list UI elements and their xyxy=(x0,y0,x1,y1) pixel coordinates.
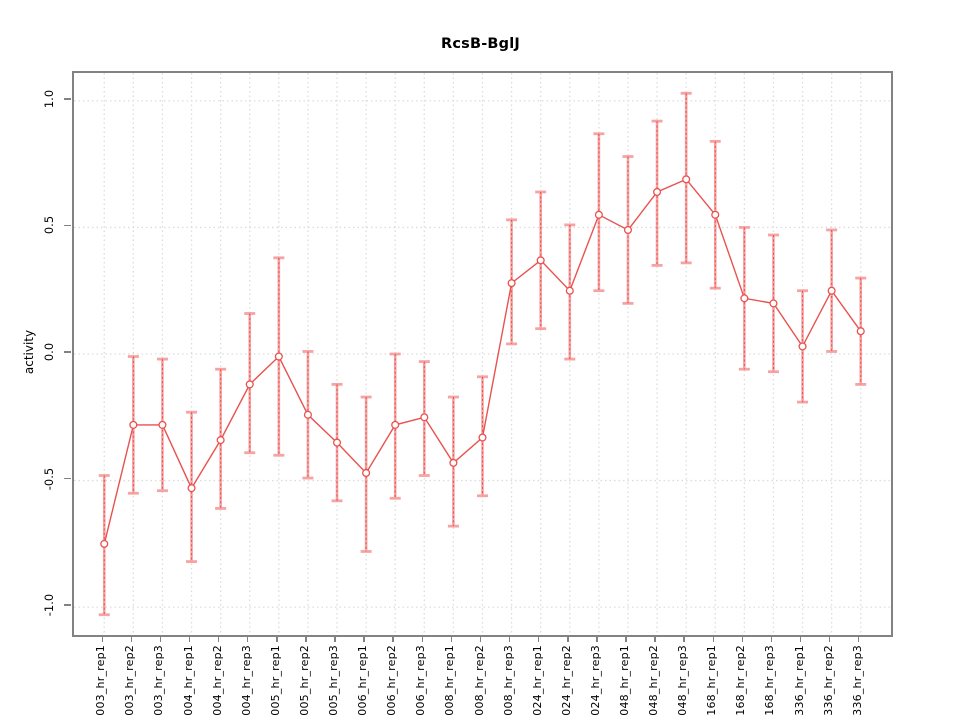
x-tick-mark xyxy=(770,635,773,642)
data-point xyxy=(158,420,167,429)
x-tick-mark xyxy=(654,635,656,642)
data-point xyxy=(711,210,720,219)
x-tick-mark xyxy=(625,635,627,642)
data-point xyxy=(769,299,778,308)
x-tick-mark xyxy=(537,635,540,642)
x-tick-label: 004_hr_rep1 xyxy=(181,645,195,716)
x-tick-label: 008_hr_rep1 xyxy=(443,645,457,716)
data-point xyxy=(391,420,400,429)
x-tick-mark xyxy=(799,635,802,642)
data-point xyxy=(536,256,545,265)
data-point xyxy=(245,380,254,389)
x-tick-label: 006_hr_rep1 xyxy=(356,645,370,716)
x-tick-label: 004_hr_rep2 xyxy=(210,645,224,716)
y-tick-mark xyxy=(64,224,71,227)
x-tick-mark xyxy=(741,635,744,642)
x-tick-mark xyxy=(857,635,860,642)
data-point xyxy=(682,175,691,184)
data-point xyxy=(740,294,749,303)
x-tick-mark xyxy=(596,635,598,642)
x-tick-mark xyxy=(421,635,424,642)
y-tick-mark xyxy=(64,604,71,606)
x-tick-label: 336_hr_rep3 xyxy=(850,645,864,716)
x-tick-mark xyxy=(101,635,103,642)
x-tick-label: 003_hr_rep3 xyxy=(152,645,166,716)
data-point xyxy=(565,286,574,295)
data-point xyxy=(100,539,109,548)
x-tick-mark xyxy=(392,635,394,642)
data-point xyxy=(653,187,662,197)
data-point xyxy=(507,279,516,288)
x-tick-mark xyxy=(508,635,511,642)
data-points xyxy=(100,175,865,548)
x-tick-mark xyxy=(479,635,482,642)
x-tick-mark xyxy=(159,635,162,642)
x-tick-mark xyxy=(567,635,569,642)
x-tick-label: 336_hr_rep1 xyxy=(792,645,806,716)
x-tick-label: 048_hr_rep2 xyxy=(647,645,661,716)
data-point xyxy=(129,420,138,429)
data-point xyxy=(827,286,836,295)
y-tick-label: 0.0 xyxy=(42,342,56,362)
data-point xyxy=(798,342,807,351)
y-tick-mark xyxy=(64,351,71,353)
gridlines xyxy=(74,73,891,635)
y-tick-label: -1.0 xyxy=(42,593,56,617)
x-tick-label: 004_hr_rep3 xyxy=(239,645,253,716)
x-tick-label: 048_hr_rep3 xyxy=(676,645,690,716)
data-point xyxy=(478,433,487,442)
y-tick-label: 0.5 xyxy=(42,216,56,235)
y-axis-title: activity xyxy=(22,329,36,375)
x-tick-label: 008_hr_rep3 xyxy=(501,645,515,716)
x-tick-mark xyxy=(188,635,191,642)
data-point xyxy=(449,458,458,467)
data-point xyxy=(623,225,633,235)
x-tick-mark xyxy=(305,635,307,642)
x-tick-mark xyxy=(276,635,278,642)
x-tick-label: 005_hr_rep3 xyxy=(327,645,341,716)
x-tick-mark xyxy=(450,635,453,642)
plot-area xyxy=(72,71,893,637)
y-tick-mark xyxy=(64,98,71,100)
x-tick-label: 024_hr_rep1 xyxy=(530,645,544,716)
data-point xyxy=(187,484,196,493)
x-tick-mark xyxy=(130,635,133,642)
chart-canvas xyxy=(74,73,891,635)
data-point xyxy=(594,210,603,219)
x-tick-label: 006_hr_rep3 xyxy=(414,645,428,716)
data-point xyxy=(216,436,225,445)
x-tick-label: 006_hr_rep2 xyxy=(385,645,399,716)
data-point xyxy=(362,468,371,478)
x-tick-mark xyxy=(712,635,714,642)
x-tick-label: 168_hr_rep1 xyxy=(705,645,719,716)
x-tick-mark xyxy=(217,635,220,642)
data-point xyxy=(274,352,283,361)
data-point xyxy=(420,413,429,422)
x-tick-label: 048_hr_rep1 xyxy=(617,645,631,716)
x-tick-label: 003_hr_rep2 xyxy=(123,645,137,716)
data-point xyxy=(303,410,312,419)
x-tick-label: 005_hr_rep2 xyxy=(297,645,311,716)
x-tick-label: 336_hr_rep2 xyxy=(821,645,835,716)
x-tick-label: 024_hr_rep2 xyxy=(559,645,573,716)
y-tick-mark xyxy=(64,477,71,480)
y-tick-label: 1.0 xyxy=(42,89,56,108)
x-tick-mark xyxy=(363,635,365,642)
x-tick-label: 003_hr_rep1 xyxy=(94,645,108,716)
x-tick-label: 005_hr_rep1 xyxy=(268,645,282,716)
x-tick-mark xyxy=(246,635,249,642)
x-tick-mark xyxy=(334,635,336,642)
x-tick-mark xyxy=(683,635,685,642)
x-tick-label: 008_hr_rep2 xyxy=(472,645,486,716)
x-tick-label: 168_hr_rep2 xyxy=(734,645,748,716)
data-point xyxy=(332,438,342,447)
data-point xyxy=(856,327,865,336)
chart-title: RcsB-BglJ xyxy=(440,36,521,52)
x-tick-label: 024_hr_rep3 xyxy=(588,645,602,716)
y-tick-label: -0.5 xyxy=(42,467,56,490)
x-tick-mark xyxy=(828,635,831,642)
x-tick-label: 168_hr_rep3 xyxy=(763,645,777,716)
